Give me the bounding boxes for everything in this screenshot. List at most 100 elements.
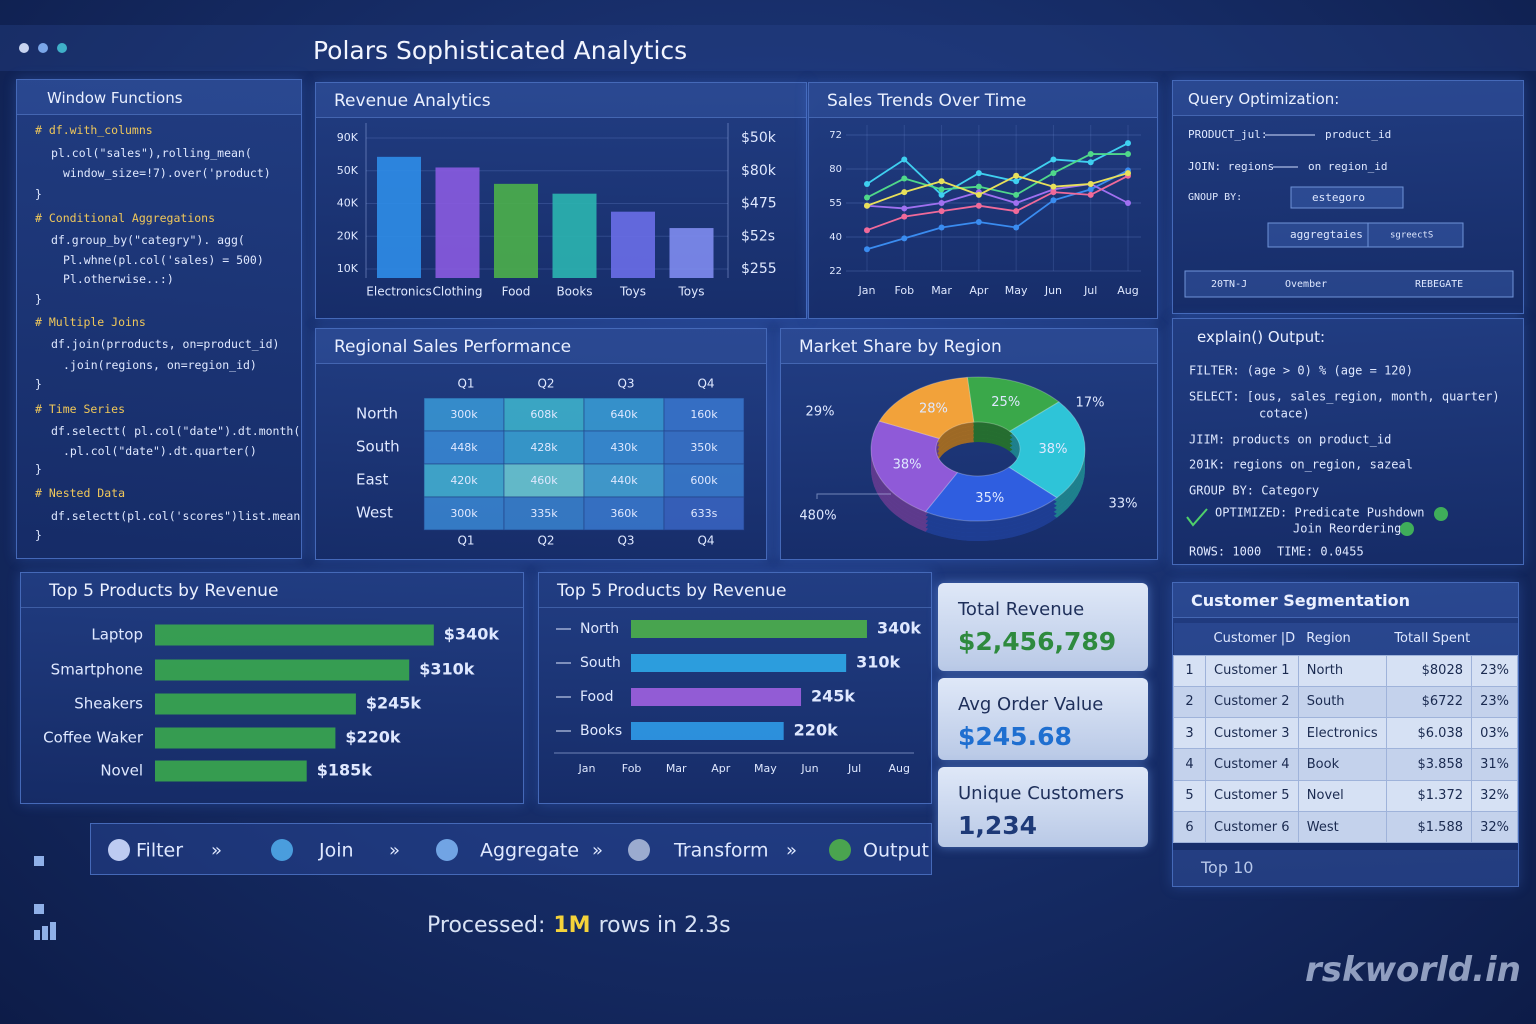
annotation: 33% (1109, 497, 1138, 512)
x-axis-label: Fob (622, 762, 642, 775)
value-label: $310k (419, 660, 475, 679)
bar (631, 688, 802, 706)
icon (34, 856, 44, 866)
series-line (866, 174, 1129, 232)
y-tick-label: 90K (337, 131, 359, 144)
y-tick-label: 10K (337, 262, 359, 275)
table-row: 1 Customer 1 North $8028 23% (1173, 654, 1518, 687)
cell-value: 300k (450, 507, 478, 520)
panel-title: Top 5 Products by Revenue (539, 573, 931, 608)
series-line (866, 169, 1129, 251)
series-point (864, 194, 870, 201)
leader (816, 493, 891, 499)
series-point (1087, 180, 1094, 187)
bar (435, 167, 480, 278)
plan-key: JOIN: regions (1188, 160, 1274, 173)
cell-value: 420k (450, 474, 478, 487)
series-point (901, 156, 908, 163)
cell-value: 300k (450, 408, 478, 421)
row-label: West (356, 504, 393, 522)
kpi-value: $2,456,789 (958, 627, 1117, 656)
status-prefix: Processed: (427, 913, 546, 938)
code-line: df.selectt( pl.col("date").dt.month(). (51, 424, 302, 438)
bar (155, 760, 307, 782)
code-line: # Conditional Aggregations (35, 211, 216, 225)
series-point (938, 178, 945, 185)
slice-label: 28% (919, 401, 948, 416)
x-axis-label: Jul (847, 762, 861, 775)
category-label: North (580, 621, 619, 637)
pipeline-step[interactable]: Join (318, 840, 354, 862)
bar (631, 654, 847, 672)
series-line (866, 142, 1129, 196)
code-line: } (35, 462, 42, 476)
pipeline-step[interactable]: Aggregate (480, 840, 579, 862)
series-point (1050, 170, 1057, 177)
plan-value: on region_id (1308, 160, 1387, 173)
category-label: Books (580, 723, 622, 739)
y-tick-label: 50K (337, 164, 359, 177)
category-label: Novel (100, 762, 143, 780)
series-point (1013, 172, 1020, 179)
table-cell: West (1297, 810, 1387, 844)
cell-value: 633s (691, 507, 718, 520)
x-axis-label: Mar (666, 762, 687, 775)
pipeline-step[interactable]: Transform (673, 840, 769, 862)
explain-line: JIIM: products on product_id (1189, 433, 1391, 447)
explain-line: OPTIMIZED: Predicate Pushdown (1215, 506, 1425, 520)
x-axis-label: Aug (888, 762, 909, 775)
explain-line: cotace) (1259, 407, 1310, 421)
segmentation-table: Customer |D Region Totall Spent 1 Customer 1… (1173, 623, 1518, 844)
explain-line: SELECT: [ous, sales_region, month, quart… (1189, 390, 1500, 404)
header-row: Customer |D Region Totall Spent (1173, 623, 1518, 655)
header-cell (1174, 623, 1206, 655)
y-tick-label: 80 (829, 164, 842, 175)
market-chart: 25% 38% 35% 38% 28% 17% 29% 480% 33% (799, 376, 1138, 541)
series-point (1050, 156, 1057, 163)
cell-value: 350k (690, 441, 718, 454)
code-line: df.group_by("categry"). agg( (51, 233, 245, 247)
x-tick-label: Electronics (366, 285, 431, 299)
table-cell: $1.372 (1385, 779, 1473, 812)
trends-chart: 72 80 55 40 22 Jan Fob Mar Apr May Jun Jul Aug (829, 125, 1141, 297)
header-cell: Customer |D (1213, 631, 1296, 647)
revenue-chart: 90K 50K 40K 20K 10K $50k $80k $475 $52s $255 Elect… (337, 123, 777, 299)
cell-value: 640k (610, 408, 638, 421)
table-row: 3 Customer 3 Electronics $6.038 03% (1173, 717, 1518, 750)
pipeline-step[interactable]: Filter (136, 840, 183, 862)
table-cell: $1.588 (1385, 810, 1473, 844)
code-panel: Window Functions # df.with_columns pl.col… (16, 79, 302, 559)
series-point (901, 175, 908, 182)
check-badge (1400, 522, 1414, 536)
x-axis-label: Jan (578, 762, 596, 775)
check-badge (1434, 507, 1448, 521)
code-line: Pl.whne(pl.col('sales) = 500) (63, 253, 264, 267)
series-point (864, 202, 870, 209)
top-bar (0, 25, 1536, 71)
pipeline-step[interactable]: Output (863, 840, 929, 862)
series-point (1050, 197, 1057, 204)
page-size[interactable]: Top 10 (1201, 858, 1254, 877)
plan-node-label: aggregtaies (1290, 228, 1363, 241)
step-arrow: » (211, 840, 222, 861)
heat-cell (503, 496, 585, 531)
value-label: $245k (366, 694, 422, 713)
step-arrow: » (389, 840, 400, 861)
code-panel-title: Window Functions (17, 80, 301, 115)
bar (631, 620, 867, 638)
bar (155, 693, 356, 715)
kpi-label: Avg Order Value (958, 694, 1104, 715)
series-point (1013, 224, 1020, 231)
slice-label: 38% (1039, 442, 1068, 457)
plan-value: product_id (1325, 128, 1391, 141)
kpi-card: Unique Customers 1,234 (938, 767, 1148, 847)
title-band (0, 25, 1536, 71)
icon (34, 904, 44, 914)
kpi-value: $245.68 (958, 722, 1072, 751)
status-highlight: 1M (553, 913, 591, 938)
series-point (975, 183, 982, 190)
cell-value: 608k (530, 408, 558, 421)
x-axis-label: Jun (800, 762, 818, 775)
series-point (901, 235, 908, 242)
header-cell: Totall Spent (1394, 631, 1471, 647)
